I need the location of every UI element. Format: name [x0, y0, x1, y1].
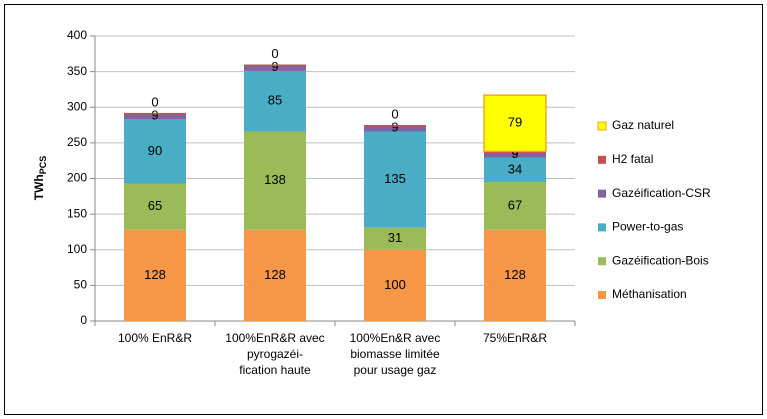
- bar-segment: [364, 125, 426, 127]
- value-label: 9: [511, 146, 518, 161]
- bar-segment: [124, 183, 186, 230]
- value-label: 65: [148, 198, 162, 213]
- value-label: 0: [391, 107, 398, 122]
- legend-label: Gaz naturel: [612, 118, 674, 132]
- y-tick-label: 400: [67, 28, 87, 42]
- bar-segment: [484, 151, 546, 153]
- bar-segment: [124, 112, 186, 120]
- value-label: 128: [264, 267, 286, 282]
- bar-segment: [364, 249, 426, 321]
- legend-swatch: [598, 155, 606, 164]
- value-label: 138: [264, 172, 286, 187]
- legend-swatch: [598, 189, 606, 198]
- bar-segment: [244, 229, 306, 321]
- x-tick-label-line: 100% EnR&R: [118, 331, 192, 345]
- x-tick-label-line: pyrogazéi-: [247, 347, 303, 361]
- value-label: 90: [148, 143, 162, 158]
- bar-segment: [244, 70, 306, 132]
- value-label: 79: [508, 115, 522, 130]
- value-label: 34: [508, 161, 522, 176]
- y-tick-label: 250: [67, 135, 87, 149]
- bar-segment: [124, 112, 186, 115]
- legend-swatch: [598, 223, 606, 232]
- bar-segment: [484, 151, 546, 158]
- x-tick-label-line: pour usage gaz: [354, 363, 437, 377]
- bar-segment: [484, 229, 546, 321]
- legend-swatch: [598, 257, 606, 266]
- legend-label: Gazéification-CSR: [612, 186, 711, 200]
- value-label: 85: [268, 93, 282, 108]
- x-tick-label-line: fication haute: [239, 363, 311, 377]
- y-tick-label: 50: [74, 278, 88, 292]
- value-label: 31: [388, 230, 402, 245]
- value-label: 0: [151, 94, 158, 109]
- bar-segment: [364, 125, 426, 132]
- bar-segment: [244, 64, 306, 66]
- bar-segment: [483, 94, 547, 153]
- bar-segment: [364, 227, 426, 250]
- y-axis-label: TWhPCS: [32, 156, 48, 201]
- value-label: 128: [504, 267, 526, 282]
- bar-segment: [244, 131, 306, 230]
- value-label: 0: [271, 46, 278, 61]
- value-label: 100: [384, 277, 406, 292]
- x-tick-label: 100% EnR&R: [118, 331, 192, 345]
- y-tick-label: 200: [67, 171, 87, 185]
- y-tick-label: 0: [80, 313, 87, 327]
- value-label: 128: [144, 267, 166, 282]
- value-label: 9: [391, 120, 398, 135]
- x-tick-label-line: 100%EnR&R avec: [225, 331, 324, 345]
- bar-segment: [484, 182, 546, 230]
- y-label-sub: PCS: [38, 156, 48, 175]
- legend-label: Gazéification-Bois: [612, 253, 709, 267]
- x-tick-label-line: 75%EnR&R: [483, 331, 547, 345]
- bar-segment: [124, 119, 186, 184]
- value-label: 9: [151, 108, 158, 123]
- x-tick-label: 75%EnR&R: [483, 331, 547, 345]
- bar-segment: [244, 64, 306, 71]
- value-label: 67: [508, 197, 522, 212]
- value-label: 135: [384, 171, 406, 186]
- x-tick-label-line: 100%En&R avec: [350, 331, 441, 345]
- y-label-main: TWh: [32, 174, 46, 200]
- x-tick-label: 100%En&R avec biomasse limitée pour usage …: [350, 331, 441, 377]
- legend-label: Power-to-gas: [612, 220, 683, 234]
- value-label: 9: [271, 59, 278, 74]
- y-tick-label: 350: [67, 64, 87, 78]
- bar-segment: [364, 131, 426, 228]
- legend-label: Méthanisation: [612, 287, 687, 301]
- x-tick-label: 100%EnR&R avec pyrogazéi-fication haute: [225, 331, 324, 377]
- y-tick-label: 300: [67, 99, 87, 113]
- bar-segment: [484, 157, 546, 183]
- y-tick-label: 100: [67, 242, 87, 256]
- x-tick-label-line: biomasse limitée: [350, 347, 440, 361]
- bar-segment: [124, 229, 186, 321]
- legend-label: H2 fatal: [612, 152, 653, 166]
- y-tick-label: 150: [67, 206, 87, 220]
- legend-swatch: [597, 121, 607, 131]
- legend-swatch: [598, 291, 606, 299]
